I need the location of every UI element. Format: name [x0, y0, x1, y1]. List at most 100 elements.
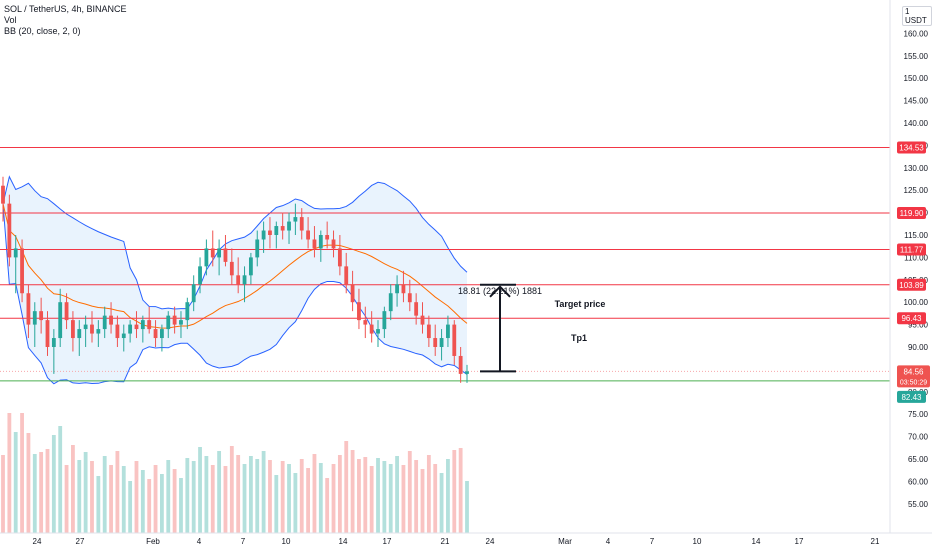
- candle-body: [426, 324, 431, 339]
- volume-bar: [357, 459, 361, 533]
- volume-bar: [382, 461, 387, 533]
- symbol-title[interactable]: SOL / TetherUS, 4h, BINANCE: [4, 4, 127, 14]
- candle-body: [248, 257, 253, 276]
- volume-bar: [179, 478, 183, 533]
- candle-body: [115, 324, 120, 339]
- volume-bar: [109, 465, 113, 533]
- candle-body: [306, 230, 311, 240]
- time-tick-label: 10: [282, 537, 291, 546]
- level-badge: [897, 312, 926, 325]
- level-badge: [897, 141, 926, 154]
- time-tick-label: 17: [795, 537, 804, 546]
- volume-bar: [217, 451, 222, 533]
- volume-bar: [7, 413, 12, 533]
- volume-bar: [172, 469, 177, 533]
- volume-bar: [191, 461, 196, 533]
- candle-body: [439, 338, 444, 347]
- candle-body: [90, 324, 94, 334]
- candle-body: [71, 320, 75, 339]
- candlesticks: [1, 176, 469, 383]
- candle-body: [331, 239, 336, 249]
- volume-bar: [204, 456, 209, 533]
- volume-bar: [274, 475, 279, 533]
- candle-body: [293, 217, 298, 222]
- chart-legend: SOL / TetherUS, 4h, BINANCE Vol BB (20, …: [4, 4, 127, 37]
- price-tick-label: 75.00: [908, 410, 929, 419]
- price-tick-label: 155.00: [904, 52, 929, 61]
- level-badge-label: 96.43: [901, 314, 922, 323]
- volume-bar: [337, 455, 342, 533]
- currency-unit-badge[interactable]: 1 USDT: [902, 6, 932, 26]
- candle-body: [121, 333, 126, 339]
- level-badge-label: 111.77: [900, 245, 924, 254]
- volume-bar: [20, 413, 24, 533]
- candle-body: [172, 315, 177, 325]
- price-tick-label: 90.00: [908, 343, 929, 352]
- time-tick-label: 14: [752, 537, 761, 546]
- time-tick-label: 24: [486, 537, 495, 546]
- volume-bar: [293, 473, 298, 533]
- candle-body: [287, 221, 291, 231]
- bb-upper-line: [2, 175, 468, 310]
- candle-body: [45, 320, 50, 347]
- candle-body: [223, 248, 228, 262]
- price-axis[interactable]: 165.00160.00155.00150.00145.00140.00135.…: [904, 7, 929, 509]
- candle-body: [7, 203, 12, 258]
- volume-bar: [420, 469, 425, 533]
- candle-body: [229, 261, 234, 276]
- volume-bar: [198, 447, 202, 533]
- candle-body: [217, 248, 222, 258]
- bb-legend[interactable]: BB (20, close, 2, 0): [4, 26, 81, 36]
- volume-bar: [134, 461, 139, 533]
- volume-bar: [153, 465, 158, 533]
- candle-body: [369, 324, 374, 334]
- price-axis-background: [890, 0, 932, 550]
- candle-body: [458, 355, 463, 374]
- candle-body: [337, 248, 342, 267]
- volume-bar: [58, 426, 63, 533]
- price-tick-label: 130.00: [904, 164, 929, 173]
- volume-bar: [458, 448, 463, 533]
- price-tick-label: 100.00: [904, 298, 929, 307]
- price-tick-label: 110.00: [904, 253, 928, 262]
- volume-bar: [242, 464, 247, 533]
- candle-body: [376, 329, 380, 334]
- price-tick-label: 150.00: [904, 74, 929, 83]
- volume-bar: [96, 476, 101, 533]
- volume-bar: [45, 449, 50, 533]
- volume-bar: [39, 452, 44, 533]
- candle-body: [236, 275, 241, 285]
- volume-bar: [388, 464, 393, 533]
- candle-body: [204, 248, 209, 267]
- candle-body: [363, 320, 368, 325]
- candle-body: [350, 284, 355, 303]
- time-tick-label: 21: [871, 537, 880, 546]
- volume-bar: [1, 455, 5, 533]
- volume-bars: [1, 413, 469, 533]
- candle-body: [325, 235, 330, 240]
- price-badges: 134.53 119.90 111.77 103.89 96.43 84.56 03:50:…: [897, 141, 930, 403]
- candle-body: [147, 320, 152, 330]
- price-tick-label: 145.00: [904, 97, 929, 106]
- volume-bar: [407, 451, 412, 533]
- volume-bar: [280, 461, 285, 533]
- candle-body: [39, 311, 44, 321]
- volume-bar: [140, 470, 145, 533]
- candle-body: [210, 248, 215, 258]
- candle-body: [452, 324, 457, 356]
- candle-body: [357, 302, 361, 321]
- candle-body: [312, 239, 317, 249]
- candle-body: [13, 248, 18, 258]
- low-price-badge: [897, 390, 926, 403]
- candle-body: [159, 329, 164, 339]
- candle-body: [446, 324, 450, 339]
- price-tick-label: 55.00: [908, 500, 929, 509]
- volume-bar: [166, 460, 171, 533]
- volume-bar: [261, 451, 266, 533]
- tp1-label: Tp1: [571, 333, 587, 343]
- volume-legend[interactable]: Vol: [4, 15, 17, 25]
- volume-bar: [395, 456, 399, 533]
- time-axis[interactable]: 24 27 Feb 4 7 10 14 17 21 24 Mar 4 7 10 14 17 21: [33, 537, 880, 546]
